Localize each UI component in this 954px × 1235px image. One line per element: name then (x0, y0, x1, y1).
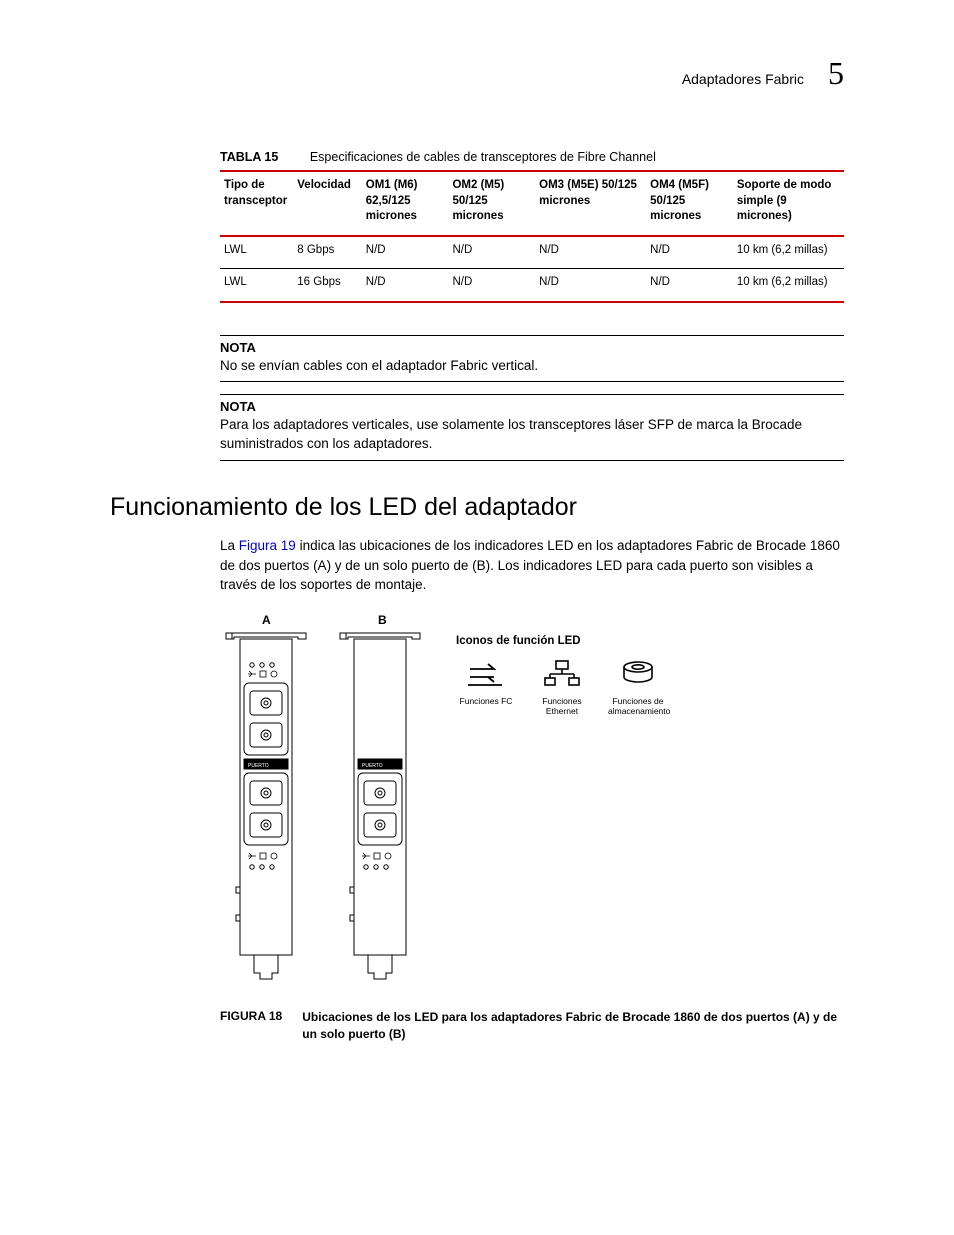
bracket-a-diagram: PUERTO (220, 615, 320, 985)
header-title: Adaptadores Fabric (682, 71, 804, 87)
col-5: OM4 (M5F) 50/125 micrones (646, 171, 733, 236)
fc-icon (466, 659, 506, 687)
col-6: Soporte de modo simple (9 micrones) (733, 171, 844, 236)
svg-text:PUERTO: PUERTO (248, 763, 269, 769)
ethernet-icon (542, 659, 582, 687)
figure-link[interactable]: Figura 19 (239, 538, 296, 553)
table-caption-text: Especificaciones de cables de transcepto… (310, 150, 656, 164)
nota1-title: NOTA (220, 338, 844, 356)
figure-caption-text: Ubicaciones de los LED para los adaptado… (302, 1009, 844, 1044)
legend-title: Iconos de función LED (456, 635, 668, 647)
col-4: OM3 (M5E) 50/125 micrones (535, 171, 646, 236)
intro-paragraph: La Figura 19 indica las ubicaciones de l… (220, 536, 844, 595)
legend-storage-caption: Funciones de almacenamiento (608, 696, 668, 716)
svg-text:PUERTO: PUERTO (362, 763, 383, 769)
nota2-body: Para los adaptadores verticales, use sol… (220, 415, 844, 458)
table-row: LWL 8 Gbps N/D N/D N/D N/D 10 km (6,2 mi… (220, 236, 844, 269)
col-2: OM1 (M6) 62,5/125 micrones (362, 171, 449, 236)
chapter-number: 5 (828, 55, 844, 92)
col-0: Tipo de transceptor (220, 171, 293, 236)
legend-fc-caption: Funciones FC (456, 696, 516, 706)
table-row: LWL 16 Gbps N/D N/D N/D N/D 10 km (6,2 m… (220, 269, 844, 302)
figure-caption-label: FIGURA 18 (220, 1009, 282, 1044)
col-1: Velocidad (293, 171, 362, 236)
legend-eth-caption: Funciones Ethernet (532, 696, 592, 716)
nota1-body: No se envían cables con el adaptador Fab… (220, 356, 844, 380)
spec-table: Tipo de transceptor Velocidad OM1 (M6) 6… (220, 170, 844, 303)
nota2-title: NOTA (220, 397, 844, 415)
storage-icon (618, 659, 658, 687)
section-heading: Funcionamiento de los LED del adaptador (110, 493, 844, 522)
col-3: OM2 (M5) 50/125 micrones (448, 171, 535, 236)
bracket-b-diagram: PUERTO (334, 615, 434, 985)
bracket-label-a: A (262, 613, 271, 627)
table-label: TABLA 15 (220, 150, 278, 164)
bracket-label-b: B (378, 613, 387, 627)
